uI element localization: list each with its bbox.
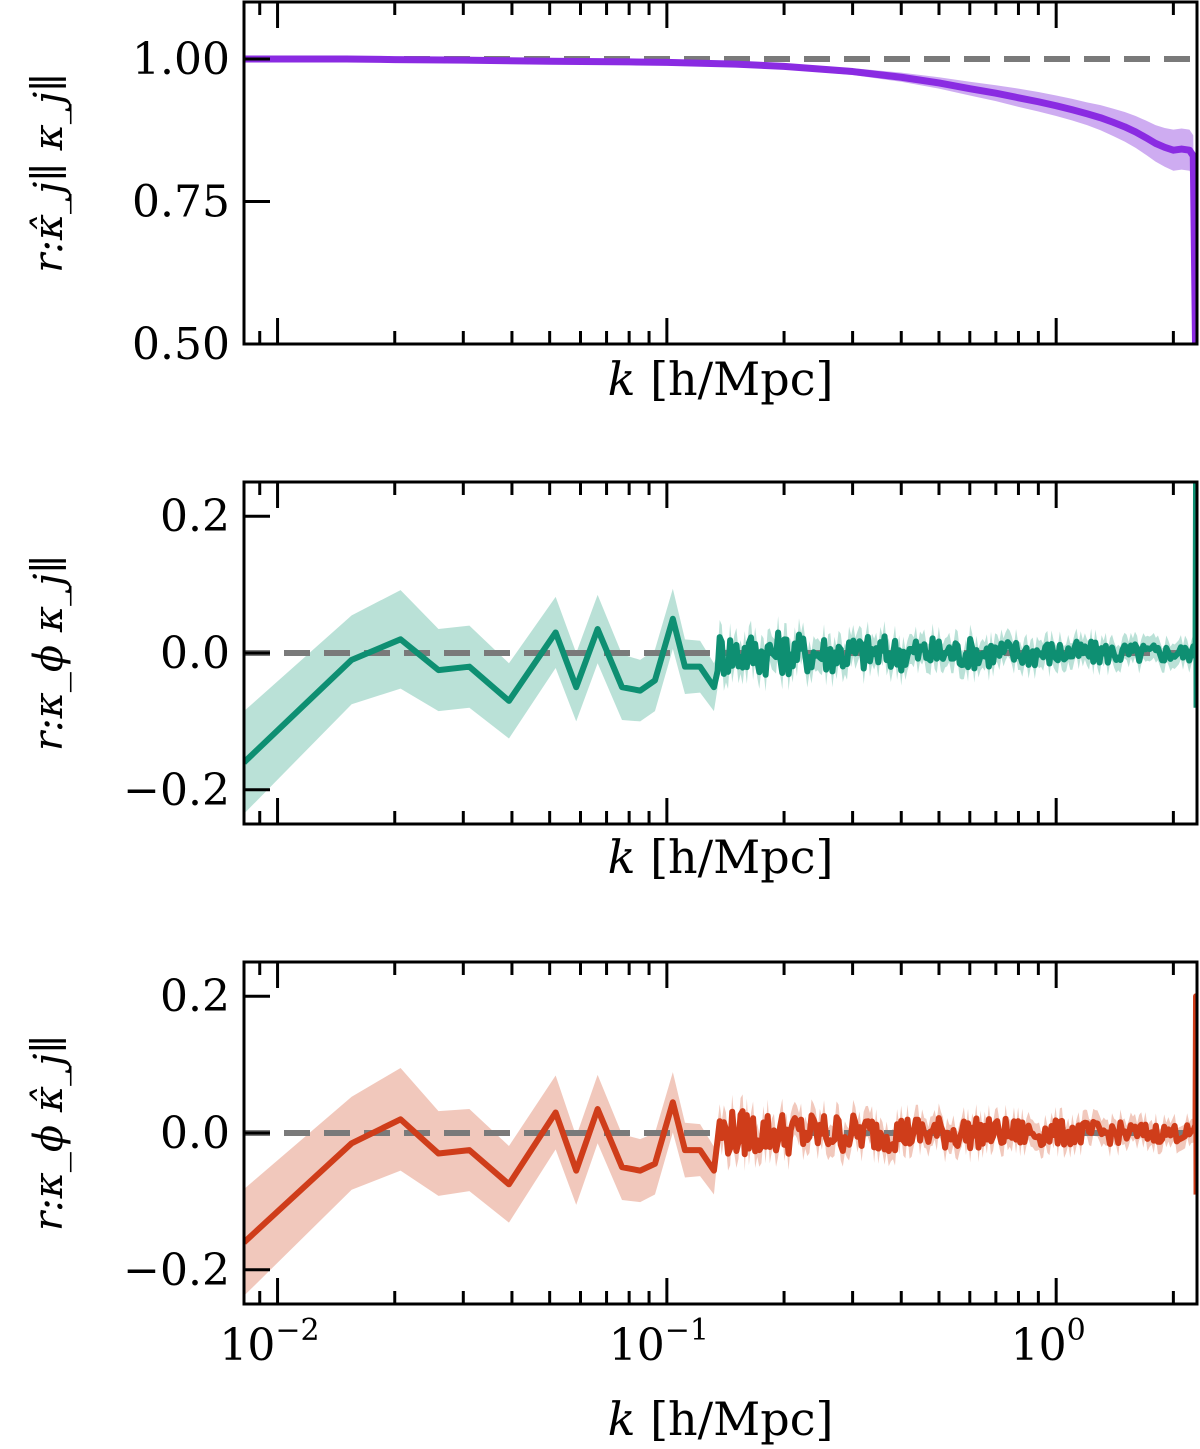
series-line [244, 993, 1197, 1245]
y-tick-label: 0.0 [160, 1108, 230, 1159]
y-tick-label: 0.2 [160, 971, 230, 1022]
axes-frame [242, 0, 1199, 346]
y-tick-label: 0.0 [160, 628, 230, 679]
y-tick-label: 0.75 [132, 177, 230, 228]
y-axis-label: r:κ_ϕ κ̂_j∥ [26, 1035, 72, 1231]
x-tick-label: 10−2 [219, 1313, 319, 1371]
series-line [244, 55, 1197, 344]
x-tick-label: 10−1 [609, 1313, 709, 1371]
plot-area [244, 482, 1197, 814]
panel-bottom-cross-correlation-estimated: −0.2 0.0 0.2 10−2 10−1 100 k [h/Mpc] r:κ_ϕ κ̂_j… [26, 960, 1199, 1446]
x-axis-label: k [h/Mpc] [608, 830, 834, 884]
y-tick-label: 1.00 [132, 34, 230, 85]
panel-top-auto-correlation: 0.50 0.75 1.00 k [h/Mpc] r:κ̂_j∥ κ_j∥ [26, 0, 1199, 406]
y-tick-label: −0.2 [123, 765, 230, 816]
plot-area [244, 55, 1197, 344]
series-line [244, 482, 1197, 765]
y-tick-label: −0.2 [123, 1245, 230, 1296]
x-axis-label: k [h/Mpc] [608, 352, 834, 406]
x-axis-label: k [h/Mpc] [608, 1392, 834, 1446]
x-tick-label: 100 [1011, 1313, 1086, 1371]
plot-area [244, 968, 1197, 1296]
y-axis-label: r:κ̂_j∥ κ_j∥ [26, 73, 72, 273]
y-tick-label: 0.50 [132, 319, 230, 370]
y-axis-label: r:κ_ϕ κ_j∥ [26, 555, 72, 751]
y-tick-label: 0.2 [160, 491, 230, 542]
panel-middle-cross-correlation: −0.2 0.0 0.2 k [h/Mpc] r:κ_ϕ κ_j∥ [26, 480, 1199, 884]
